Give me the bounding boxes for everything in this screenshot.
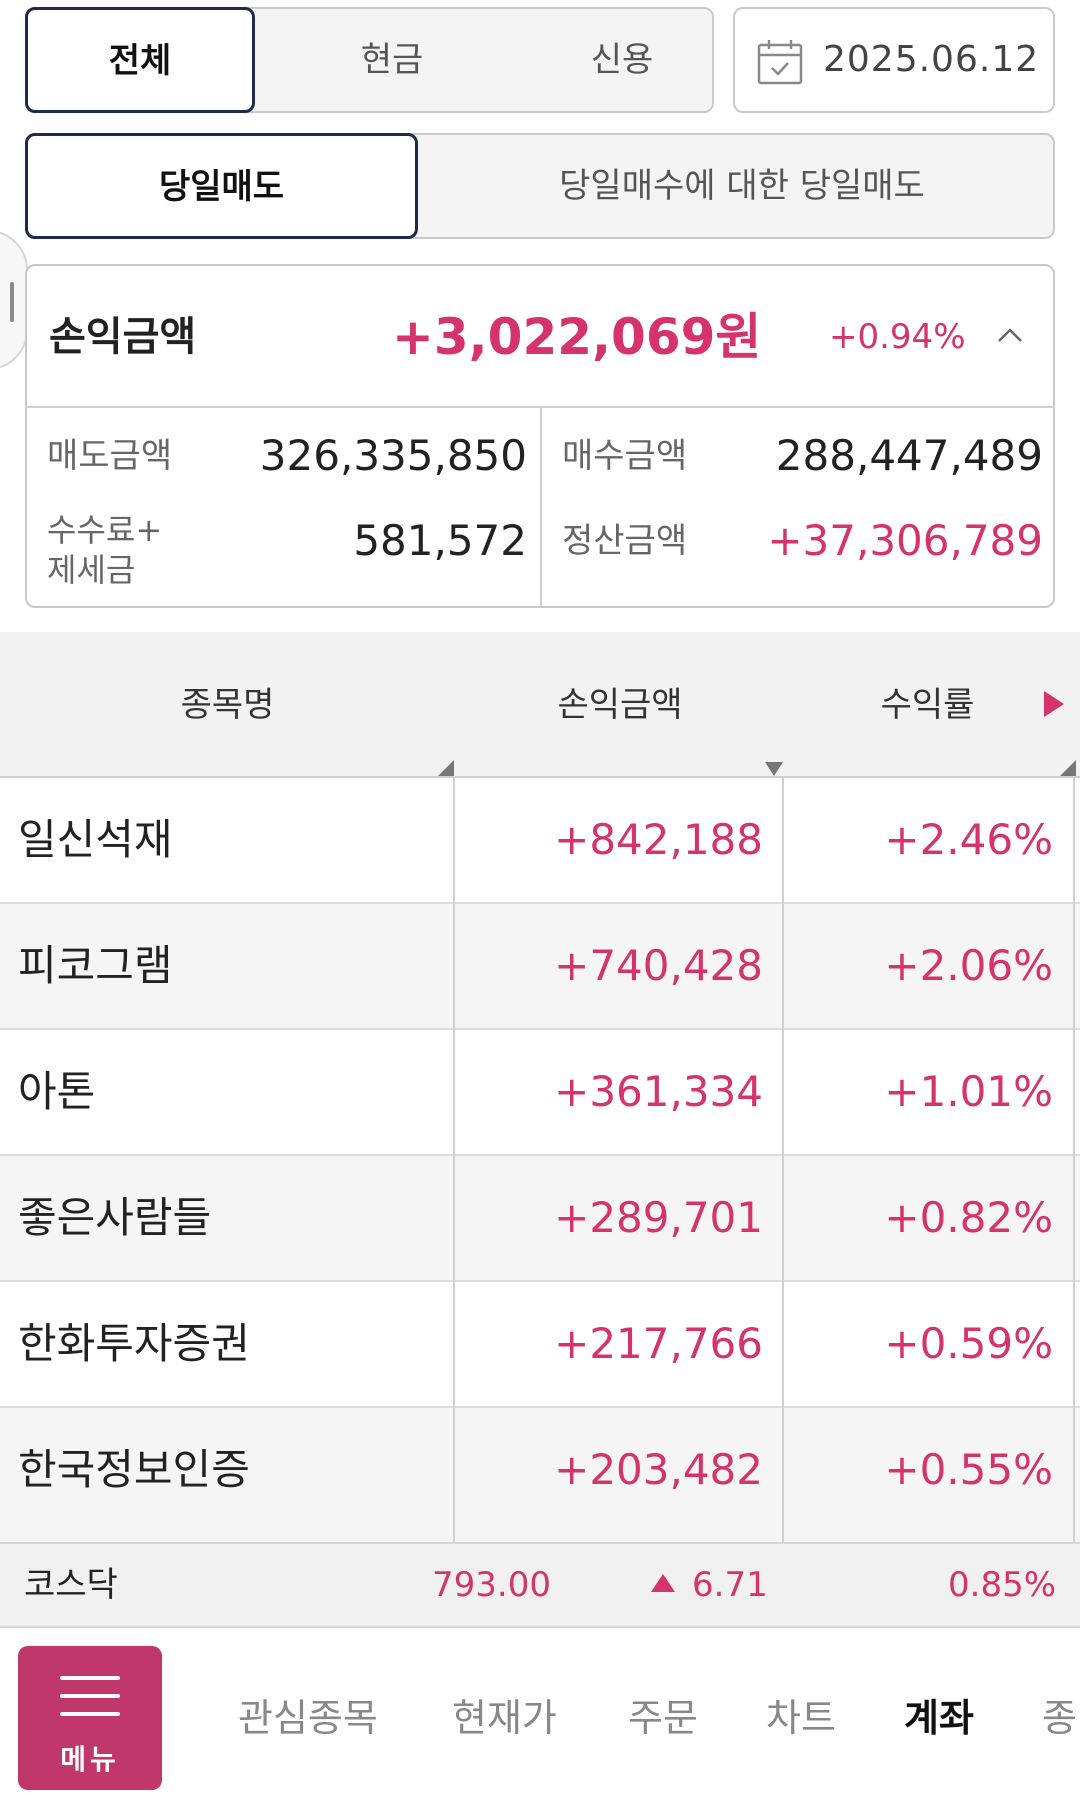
stock-name: 일신석재 — [18, 815, 173, 864]
tab-watchlist[interactable]: 관심종목 — [238, 1696, 378, 1740]
summary-rate: +0.94% — [829, 317, 966, 357]
stock-return-rate: +0.55% — [884, 1445, 1053, 1494]
table-row[interactable]: 좋은사람들 +289,701 +0.82% — [0, 1156, 1080, 1282]
account-type-segment: 전체 현금 신용 — [25, 7, 714, 113]
date-value: 2025.06.12 — [823, 39, 1040, 80]
table-header: 종목명 손익금액 수익률 — [0, 632, 1080, 778]
bottom-nav: 메뉴 관심종목 현재가 주문 차트 계좌 종 — [0, 1628, 1080, 1807]
summary-amount: +3,022,069원 — [392, 308, 762, 366]
table-row[interactable]: 한화투자증권 +217,766 +0.59% — [0, 1282, 1080, 1408]
stock-return-rate: +2.46% — [884, 815, 1053, 864]
tab-order[interactable]: 주문 — [628, 1696, 698, 1740]
stock-return-rate: +0.59% — [884, 1319, 1053, 1368]
stock-name: 좋은사람들 — [18, 1193, 212, 1242]
menu-button[interactable]: 메뉴 — [18, 1646, 162, 1790]
stock-return-rate: +1.01% — [884, 1067, 1053, 1116]
stock-name: 피코그램 — [18, 941, 173, 990]
summary-header[interactable]: 손익금액 +3,022,069원 +0.94% — [27, 266, 1053, 408]
table-row[interactable]: 한국정보인증 +203,482 +0.55% — [0, 1408, 1080, 1542]
tab-current-price[interactable]: 현재가 — [452, 1696, 557, 1740]
column-divider — [453, 778, 455, 1542]
fee-tax-label-1: 수수료+ — [47, 511, 163, 549]
triangle-up-icon — [651, 1574, 675, 1592]
stock-profit-loss: +289,701 — [554, 1193, 763, 1242]
buy-amount-label: 매수금액 — [562, 436, 688, 476]
sort-corner-icon — [1060, 760, 1076, 776]
stock-profit-loss: +203,482 — [554, 1445, 763, 1494]
date-picker[interactable]: 2025.06.12 — [733, 7, 1055, 113]
stock-profit-loss: +217,766 — [554, 1319, 763, 1368]
calendar-icon — [757, 40, 803, 85]
sell-amount-label: 매도금액 — [47, 436, 173, 476]
sort-down-icon — [765, 762, 783, 776]
tab-account[interactable]: 계좌 — [904, 1696, 974, 1740]
column-return-rate[interactable]: 수익률 — [880, 685, 975, 725]
settlement-label: 정산금액 — [562, 521, 688, 561]
hamburger-icon — [60, 1676, 120, 1680]
stock-profit-loss: +842,188 — [554, 815, 763, 864]
account-type-credit[interactable]: 신용 — [590, 40, 654, 80]
column-divider — [1073, 778, 1075, 1542]
tab-chart[interactable]: 차트 — [766, 1696, 836, 1740]
summary-label: 손익금액 — [49, 314, 197, 360]
stock-profit-loss: +740,428 — [554, 941, 763, 990]
ticker-change-rate: 0.85% — [948, 1565, 1057, 1605]
stock-profit-loss: +361,334 — [554, 1067, 763, 1116]
table-row[interactable]: 아톤 +361,334 +1.01% — [0, 1030, 1080, 1156]
buy-amount-value: 288,447,489 — [775, 431, 1043, 480]
stock-return-rate: +0.82% — [884, 1193, 1053, 1242]
menu-label: 메뉴 — [60, 1743, 120, 1776]
tab-overflow[interactable]: 종 — [1042, 1696, 1077, 1740]
stock-name: 아톤 — [18, 1067, 96, 1116]
summary-card: 손익금액 +3,022,069원 +0.94% 매도금액 326,335,850… — [25, 264, 1055, 608]
account-type-cash[interactable]: 현금 — [360, 40, 424, 80]
fee-tax-label-2: 제세금 — [47, 551, 136, 589]
sell-type-same-day-buy[interactable]: 당일매수에 대한 당일매도 — [559, 166, 925, 206]
side-drawer-handle[interactable] — [0, 230, 28, 370]
column-stock-name[interactable]: 종목명 — [180, 685, 275, 725]
sort-corner-icon — [438, 760, 454, 776]
settlement-value: +37,306,789 — [767, 516, 1043, 565]
stock-name: 한국정보인증 — [18, 1445, 250, 1494]
sell-amount-value: 326,335,850 — [259, 431, 527, 480]
sell-type-same-day[interactable]: 당일매도 — [25, 133, 418, 239]
stock-name: 한화투자증권 — [18, 1319, 250, 1368]
account-type-all[interactable]: 전체 — [25, 7, 255, 113]
column-profit-loss[interactable]: 손익금액 — [557, 685, 683, 725]
column-divider — [782, 778, 784, 1542]
table-row[interactable]: 일신석재 +842,188 +2.46% — [0, 778, 1080, 904]
play-right-icon[interactable] — [1042, 689, 1066, 719]
ticker-index-value: 793.00 — [432, 1565, 551, 1605]
chevron-up-icon[interactable] — [997, 322, 1023, 348]
index-ticker[interactable]: 코스닥 793.00 6.71 0.85% — [0, 1542, 1080, 1628]
ticker-change: 6.71 — [692, 1565, 768, 1605]
sell-type-segment: 당일매도 당일매수에 대한 당일매도 — [25, 133, 1055, 239]
ticker-index-name: 코스닥 — [24, 1565, 118, 1605]
stock-return-rate: +2.06% — [884, 941, 1053, 990]
fee-tax-value: 581,572 — [353, 516, 527, 565]
table-row[interactable]: 피코그램 +740,428 +2.06% — [0, 904, 1080, 1030]
